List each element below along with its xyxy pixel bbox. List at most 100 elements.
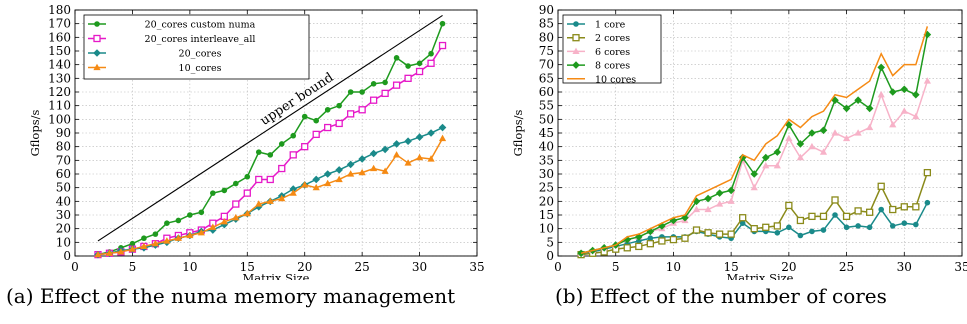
data-point: [233, 180, 239, 187]
data-point: [692, 197, 701, 206]
data-point: [267, 152, 274, 158]
data-point: [820, 227, 827, 233]
data-point: [278, 141, 285, 147]
legend-marker: [572, 47, 580, 54]
y-tick-label: 70: [56, 153, 71, 167]
y-tick-label: 50: [539, 112, 554, 126]
data-point: [221, 187, 228, 194]
chart-a: 0 5 10 15 20 25 30 3501020304050607080901001101…: [28, 3, 485, 280]
data-point: [415, 133, 424, 141]
y-tick-label: 60: [539, 85, 554, 99]
data-point: [704, 229, 712, 237]
data-point: [405, 63, 411, 69]
series-a-2: [94, 123, 447, 259]
data-point: [750, 183, 758, 191]
data-point: [289, 151, 297, 159]
data-point: [323, 170, 332, 178]
upper-bound-line: [97, 15, 443, 242]
data-point: [888, 88, 897, 96]
x-tick-label: 0: [71, 260, 79, 274]
x-tick-label: 10: [666, 260, 681, 274]
data-point: [786, 224, 792, 231]
y-tick-label: 25: [539, 181, 554, 195]
data-point: [819, 126, 828, 135]
data-point: [924, 199, 931, 206]
y-tick-label: 130: [48, 71, 71, 85]
y-tick-label: 60: [56, 167, 71, 181]
data-point: [636, 238, 642, 244]
data-point: [290, 132, 297, 139]
y-tick-label: 30: [539, 167, 554, 181]
legend-label: 8 cores: [595, 61, 630, 72]
data-point: [727, 230, 735, 238]
series-a-3: [94, 134, 447, 258]
data-point: [427, 59, 435, 67]
data-point: [577, 249, 585, 258]
data-point: [439, 20, 446, 27]
data-point: [105, 249, 114, 256]
data-point: [381, 145, 389, 154]
y-tick-label: 20: [539, 194, 554, 208]
legend-label: 6 cores: [595, 47, 630, 58]
y-tick-label: 20: [56, 222, 71, 236]
legend-marker: [93, 63, 101, 71]
x-tick-label: 30: [897, 260, 912, 274]
x-tick-label: 0: [554, 260, 562, 274]
y-axis-label: Gflops/s: [511, 109, 525, 156]
y-tick-label: 150: [48, 44, 71, 58]
x-tick-label: 20: [297, 260, 312, 274]
data-point: [796, 216, 805, 225]
data-point: [900, 203, 908, 211]
data-point: [243, 209, 251, 217]
legend-label: 20_cores interleave_all: [145, 34, 256, 45]
data-point: [151, 239, 159, 247]
data-point: [912, 203, 920, 211]
data-point: [163, 237, 171, 244]
data-point: [232, 200, 240, 208]
data-point: [866, 208, 874, 216]
data-point: [392, 140, 401, 148]
data-point: [762, 223, 770, 231]
data-point: [415, 67, 424, 76]
y-tick-label: 100: [48, 112, 71, 126]
y-tick-label: 35: [539, 153, 554, 167]
data-point: [877, 182, 885, 190]
data-point: [369, 149, 378, 158]
y-tick-label: 75: [539, 44, 554, 58]
data-point: [773, 222, 781, 230]
x-tick-label: 15: [240, 260, 255, 274]
y-tick-label: 0: [546, 249, 554, 263]
legend-label: 10_cores: [179, 63, 222, 74]
data-point: [335, 175, 343, 183]
data-point: [312, 130, 320, 139]
data-point: [797, 232, 804, 239]
y-tick-label: 70: [539, 58, 554, 72]
y-tick-label: 180: [48, 3, 71, 17]
data-point: [175, 217, 182, 224]
data-point: [715, 230, 724, 238]
data-point: [347, 89, 354, 95]
data-point: [854, 207, 862, 215]
legend-a: 20_cores custom numa 20_cores interleave_…: [83, 14, 310, 80]
data-point: [865, 104, 874, 113]
data-point: [647, 235, 654, 242]
legend-label: 2 cores: [595, 33, 630, 44]
x-tick-label: 15: [724, 260, 739, 274]
data-point: [197, 228, 205, 236]
data-point: [658, 222, 666, 230]
data-point: [681, 234, 689, 242]
data-point: [854, 129, 862, 136]
data-point: [301, 113, 308, 120]
data-point: [369, 96, 378, 104]
data-point: [381, 167, 389, 174]
legend-label: 20_cores: [179, 49, 222, 60]
data-point: [359, 89, 365, 95]
data-point: [832, 212, 838, 218]
x-axis-label: Matrix Size: [243, 271, 310, 280]
data-point: [889, 205, 897, 214]
data-point: [255, 175, 263, 184]
data-point: [392, 81, 401, 89]
data-point: [669, 235, 678, 244]
legend-marker: [93, 34, 101, 43]
y-tick-label: 10: [56, 235, 71, 249]
